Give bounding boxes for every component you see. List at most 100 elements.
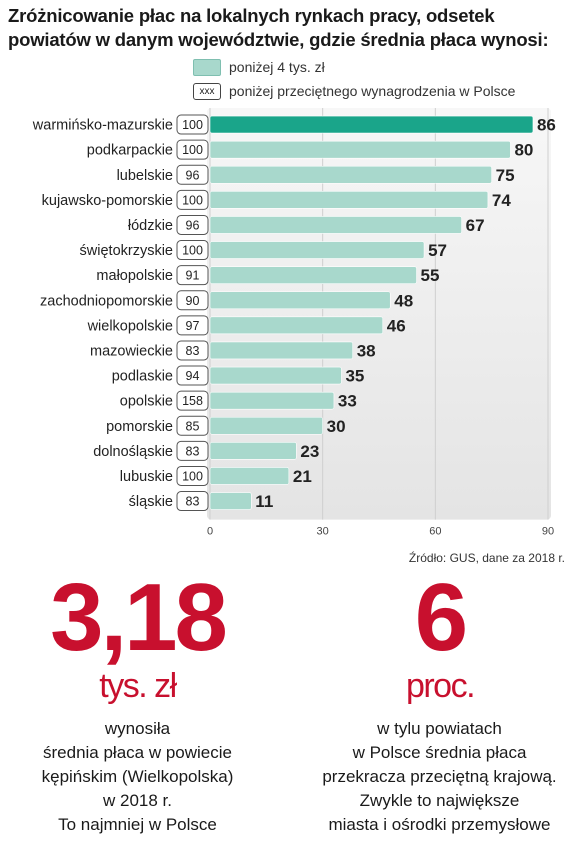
value-label: 21: [293, 467, 312, 486]
category-label: dolnośląskie: [93, 444, 173, 460]
source-note: Źródło: GUS, dane za 2018 r.: [408, 551, 565, 565]
category-label: pomorskie: [106, 419, 173, 435]
box-value-frame: [176, 139, 209, 160]
stat2-line: w Polsce średnia płaca: [352, 743, 527, 762]
category-label: mazowieckie: [90, 343, 173, 359]
box-value-frame: [176, 114, 209, 135]
category-label: łódzkie: [128, 218, 173, 234]
stat2-description: w tylu powiatach w Polsce średnia płaca …: [300, 717, 579, 837]
box-value-label: 83: [186, 344, 200, 358]
value-label: 57: [428, 241, 447, 260]
category-label: małopolskie: [96, 268, 173, 284]
legend-box-sample: xxx: [193, 82, 221, 100]
box-value-frame: [176, 214, 209, 235]
bar: [209, 492, 252, 510]
legend-bar-swatch: [193, 58, 221, 76]
box-value-frame: [176, 189, 209, 210]
box-value-frame: [176, 265, 209, 286]
chart-background: [207, 108, 551, 520]
bar: [209, 115, 534, 134]
value-label: 35: [345, 367, 364, 386]
box-value-label: 91: [186, 269, 200, 283]
stat1-line: kępińskim (Wielkopolska): [41, 767, 234, 786]
category-label: lubelskie: [117, 168, 173, 184]
category-label: opolskie: [120, 394, 173, 410]
bar: [209, 467, 290, 485]
category-label: śląskie: [129, 494, 173, 510]
stat1-number: 3,18: [50, 564, 228, 671]
chart-title: Zróżnicowanie płac na lokalnych rynkach …: [8, 4, 573, 52]
box-value-frame: [176, 240, 209, 261]
stat1-description: wynosiła średnia płaca w powiecie kępińs…: [0, 717, 275, 837]
box-value-frame: [176, 290, 209, 311]
bar: [209, 341, 354, 360]
bar: [209, 165, 492, 184]
category-label: warmińsko-mazurskie: [32, 118, 173, 134]
bar-chart: 0 30 60 90 warmińsko-mazurskie 100 86 podkarpac…: [32, 108, 556, 538]
value-label: 30: [327, 417, 346, 436]
stat1-line: w 2018 r.: [103, 791, 172, 810]
box-value-label: 85: [186, 419, 200, 433]
value-label: 11: [255, 492, 273, 511]
chart-title-line-1: Zróżnicowanie płac na lokalnych rynkach …: [8, 5, 495, 26]
category-label: wielkopolskie: [87, 318, 173, 334]
value-label: 23: [300, 442, 319, 461]
stat2-line: w tylu powiatach: [377, 719, 502, 738]
x-tick-label: 0: [207, 526, 213, 538]
box-value-frame: [176, 390, 209, 411]
category-label: lubuskie: [120, 469, 173, 485]
stat2-line: Zwykle to największe: [359, 791, 520, 810]
box-value-frame: [176, 340, 209, 361]
value-label: 86: [537, 116, 556, 135]
box-value-frame: [176, 315, 209, 336]
x-tick-label: 90: [542, 526, 554, 538]
box-value-frame: [176, 491, 209, 512]
box-value-label: 96: [186, 218, 200, 232]
box-value-label: 100: [182, 469, 203, 483]
box-value-label: 83: [186, 495, 200, 509]
box-value-label: 158: [182, 394, 203, 408]
value-label: 46: [387, 316, 406, 335]
bar: [209, 416, 323, 435]
x-tick-label: 30: [317, 526, 329, 538]
bar: [209, 366, 342, 385]
bar: [209, 291, 391, 310]
box-value-label: 97: [186, 319, 200, 333]
box-value-frame: [176, 164, 209, 185]
box-value-frame: [176, 440, 209, 461]
box-value-frame: [176, 365, 209, 386]
bar: [209, 216, 462, 234]
legend-box-label: poniżej przeciętnego wynagrodzenia w Pol…: [229, 83, 516, 99]
category-label: podkarpackie: [87, 143, 173, 159]
box-value-label: 90: [186, 294, 200, 308]
legend-bar-label: poniżej 4 tys. zł: [229, 59, 325, 75]
value-label: 67: [466, 216, 485, 235]
legend-item-box: xxx poniżej przeciętnego wynagrodzenia w…: [193, 81, 515, 101]
box-value-frame: [176, 465, 209, 486]
value-label: 80: [514, 141, 533, 160]
box-value-label: 100: [182, 244, 203, 258]
stat2-unit: proc.: [405, 667, 476, 705]
value-label: 48: [394, 291, 413, 310]
chart-title-line-2: powiatów w danym województwie, gdzie śre…: [8, 29, 549, 50]
stat1-line: średnia płaca w powiecie: [43, 743, 232, 762]
stat2-number: 6: [414, 564, 468, 671]
bar: [209, 241, 425, 259]
bar: [209, 316, 384, 335]
bar: [209, 266, 417, 284]
x-tick-label: 60: [429, 526, 441, 538]
stat1-unit: tys. zł: [99, 667, 177, 705]
bar: [209, 442, 297, 460]
value-label: 55: [421, 266, 440, 285]
value-label: 75: [496, 166, 515, 185]
box-value-label: 96: [186, 168, 200, 182]
box-value-label: 94: [186, 369, 200, 383]
value-label: 74: [492, 191, 511, 210]
box-value-label: 83: [186, 444, 200, 458]
value-label: 38: [357, 341, 376, 360]
bar: [209, 140, 511, 159]
category-label: kujawsko-pomorskie: [42, 193, 173, 209]
box-value-frame: [176, 415, 209, 436]
stat2-line: przekracza przeciętną krajową.: [322, 767, 557, 786]
category-label: podlaskie: [112, 369, 173, 385]
